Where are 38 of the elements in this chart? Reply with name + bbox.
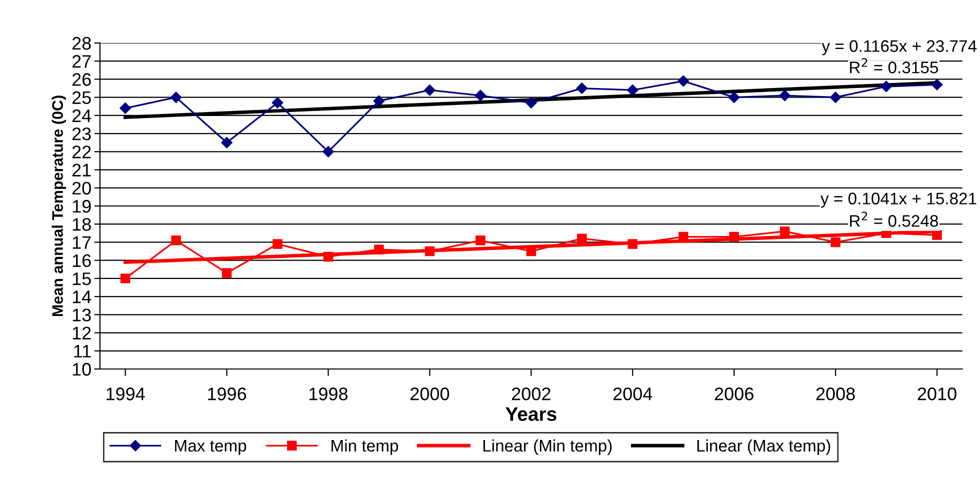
- x-tick-label: 2002: [512, 388, 550, 400]
- legend-label: Linear (Min temp): [483, 439, 612, 455]
- y-tick-label: 17: [72, 236, 91, 249]
- y-tick-label: 22: [72, 146, 91, 158]
- y-tick-label: 13: [72, 308, 91, 322]
- legend-label: Max temp: [175, 440, 246, 455]
- y-tick-label: 16: [72, 254, 91, 268]
- y-tick-label: 15: [72, 272, 91, 286]
- y-tick-label: 26: [72, 73, 91, 86]
- y-tick-label: 27: [72, 55, 91, 68]
- y-tick-label: 10: [72, 362, 91, 376]
- x-tick-label: 2000: [410, 388, 450, 400]
- x-tick-label: 1994: [106, 388, 145, 400]
- x-tick-label: 2006: [714, 388, 754, 400]
- y-tick-label: 12: [72, 326, 91, 340]
- y-tick-label: 19: [72, 200, 91, 213]
- legend-label: Min temp: [332, 439, 398, 455]
- x-tick-label: 1996: [208, 388, 246, 400]
- x-tick-label: 2004: [613, 388, 652, 400]
- annotation: R$^{2}$ = 0.3155: [850, 58, 938, 74]
- y-tick-label: 25: [72, 91, 91, 104]
- y-tick-label: 11: [74, 345, 91, 358]
- x-axis-title: Years: [506, 407, 556, 421]
- y-tick-label: 23: [72, 127, 91, 140]
- x-tick-label: 1998: [310, 388, 348, 400]
- y-tick-label: 21: [72, 164, 91, 176]
- y-tick-label: 20: [72, 182, 91, 195]
- annotation: y = 0.1041x + 15.821: [820, 192, 976, 208]
- y-tick-label: 24: [72, 109, 92, 122]
- annotation: R$^{2}$ = 0.5248: [850, 212, 938, 227]
- y-tick-label: 28: [72, 36, 91, 50]
- y-tick-label: 18: [72, 218, 91, 231]
- legend-label: Linear (Max temp): [697, 439, 830, 455]
- x-tick-label: 2010: [918, 388, 956, 400]
- y-tick-label: 14: [72, 290, 92, 304]
- annotation: y = 0.1165x + 23.774: [822, 40, 977, 56]
- x-tick-label: 2008: [816, 388, 855, 400]
- y-axis-title: Mean annual Temperature (0C): [52, 96, 66, 316]
